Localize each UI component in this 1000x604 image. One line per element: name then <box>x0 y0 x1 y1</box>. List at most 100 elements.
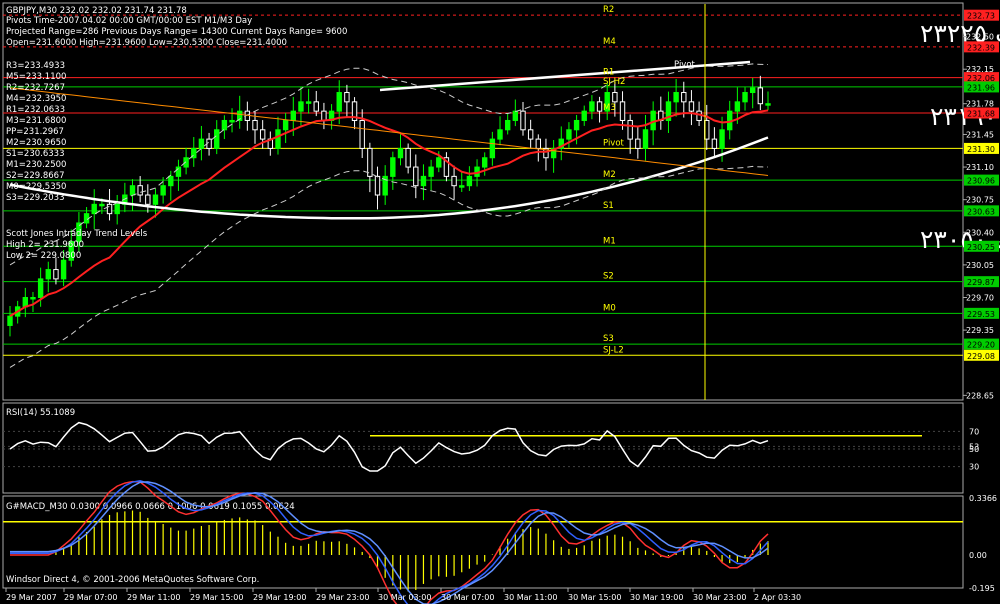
candle <box>282 119 289 131</box>
price-tick-label: 231.45 <box>966 130 994 139</box>
time-tick-label: 30 Mar 19:00 <box>630 593 683 602</box>
pivot-value: PP=231.2967 <box>6 127 64 137</box>
candle <box>221 119 228 131</box>
candle <box>344 92 350 103</box>
candle <box>413 166 419 187</box>
candle <box>30 297 36 300</box>
candle <box>742 92 748 103</box>
macd-panel-frame <box>2 495 964 589</box>
candle <box>535 138 542 149</box>
price-badge <box>964 72 999 84</box>
candle <box>214 129 220 149</box>
candle <box>298 101 304 112</box>
candle <box>619 101 626 121</box>
candle <box>53 269 59 280</box>
level-label: S2 <box>603 272 614 282</box>
pivot-value: S2=229.8667 <box>6 171 64 181</box>
candle <box>321 110 327 121</box>
time-tick-label: 2 Apr 03:30 <box>754 593 801 602</box>
time-tick-label: 29 Mar 15:00 <box>190 593 243 602</box>
candle <box>60 259 67 280</box>
pivot-value: S3=229.2033 <box>6 193 64 203</box>
price-badge-label: 232.73 <box>967 12 995 21</box>
candle <box>482 157 488 168</box>
level-label: R1 <box>603 68 614 78</box>
candle <box>573 119 580 131</box>
candle <box>305 101 312 104</box>
candle <box>160 185 166 196</box>
price-tick-label: 232.15 <box>966 65 994 74</box>
price-tick-label: 230.75 <box>966 196 994 205</box>
pivot-levels <box>3 14 963 356</box>
price-badge-label: 231.30 <box>967 145 995 154</box>
candle <box>711 138 718 149</box>
candle <box>367 147 373 177</box>
price-badge <box>964 107 999 119</box>
candle <box>558 138 564 149</box>
time-tick-label: 30 Mar 23:00 <box>693 593 746 602</box>
candle <box>635 138 641 149</box>
macd-tick-label: 0.00 <box>969 551 987 560</box>
candle <box>596 101 603 112</box>
candle <box>145 194 151 205</box>
header-line: GBPJPY,M30 232.02 232.02 231.74 231.78 <box>6 6 187 16</box>
price-badge-label: 231.96 <box>967 83 995 92</box>
pivot-value: M5=233.1100 <box>6 72 66 82</box>
candle <box>627 119 633 140</box>
candle <box>520 110 526 131</box>
candle <box>175 166 182 177</box>
candle <box>183 157 189 168</box>
price-tick-label: 229.35 <box>966 326 994 335</box>
candle <box>229 119 235 123</box>
candle <box>198 138 205 149</box>
level-label: SJ-L2 <box>603 345 624 355</box>
pivot-value: M3=231.6800 <box>6 116 66 126</box>
candle <box>114 203 120 215</box>
time-tick-label: 29 Mar 23:00 <box>316 593 369 602</box>
candle <box>459 185 465 188</box>
level-label: M0 <box>603 303 616 313</box>
candle <box>374 175 381 196</box>
level-label: S3 <box>603 334 614 344</box>
candle <box>382 175 388 196</box>
price-badge-label: 229.20 <box>967 341 995 350</box>
candle <box>397 147 404 159</box>
candle <box>152 194 159 205</box>
price-axis: 232.50 232.15 231.78 231.45 231.10 230.75 230.… <box>963 9 999 400</box>
candle <box>252 119 258 131</box>
pivot-value: R2=232.7267 <box>6 83 65 93</box>
candle <box>99 203 105 207</box>
candle <box>527 129 534 140</box>
candle <box>428 166 434 177</box>
candle <box>497 129 503 140</box>
level-label: Pivot <box>603 138 625 148</box>
candle <box>489 138 496 159</box>
candle <box>504 119 511 131</box>
moving-averages <box>9 63 769 368</box>
price-badge-label: 230.63 <box>967 207 995 216</box>
candle <box>313 101 319 112</box>
time-tick-label: 30 Mar 15:00 <box>568 593 621 602</box>
level-label: M1 <box>603 236 616 246</box>
level-label: SJ-H2 <box>603 77 625 87</box>
time-tick-label: 30 Mar 03:00 <box>378 593 431 602</box>
candle <box>749 87 756 94</box>
candle <box>420 175 427 187</box>
rsi-tick-label: 30 <box>969 463 979 472</box>
ma-red-line <box>9 109 769 317</box>
level-label: M3 <box>603 103 616 113</box>
rsi-tick-label: 53 <box>969 442 979 451</box>
candle <box>129 185 136 196</box>
envelope-lower <box>9 165 769 368</box>
candle <box>757 87 764 105</box>
candle <box>443 157 450 177</box>
candle <box>642 129 649 149</box>
upper-trend-line <box>379 60 751 92</box>
price-badge <box>964 240 999 252</box>
candle <box>719 129 725 149</box>
trend-level-line: Low 2= 229.0800 <box>6 251 81 261</box>
envelope-upper <box>9 63 769 266</box>
candle <box>68 241 74 261</box>
